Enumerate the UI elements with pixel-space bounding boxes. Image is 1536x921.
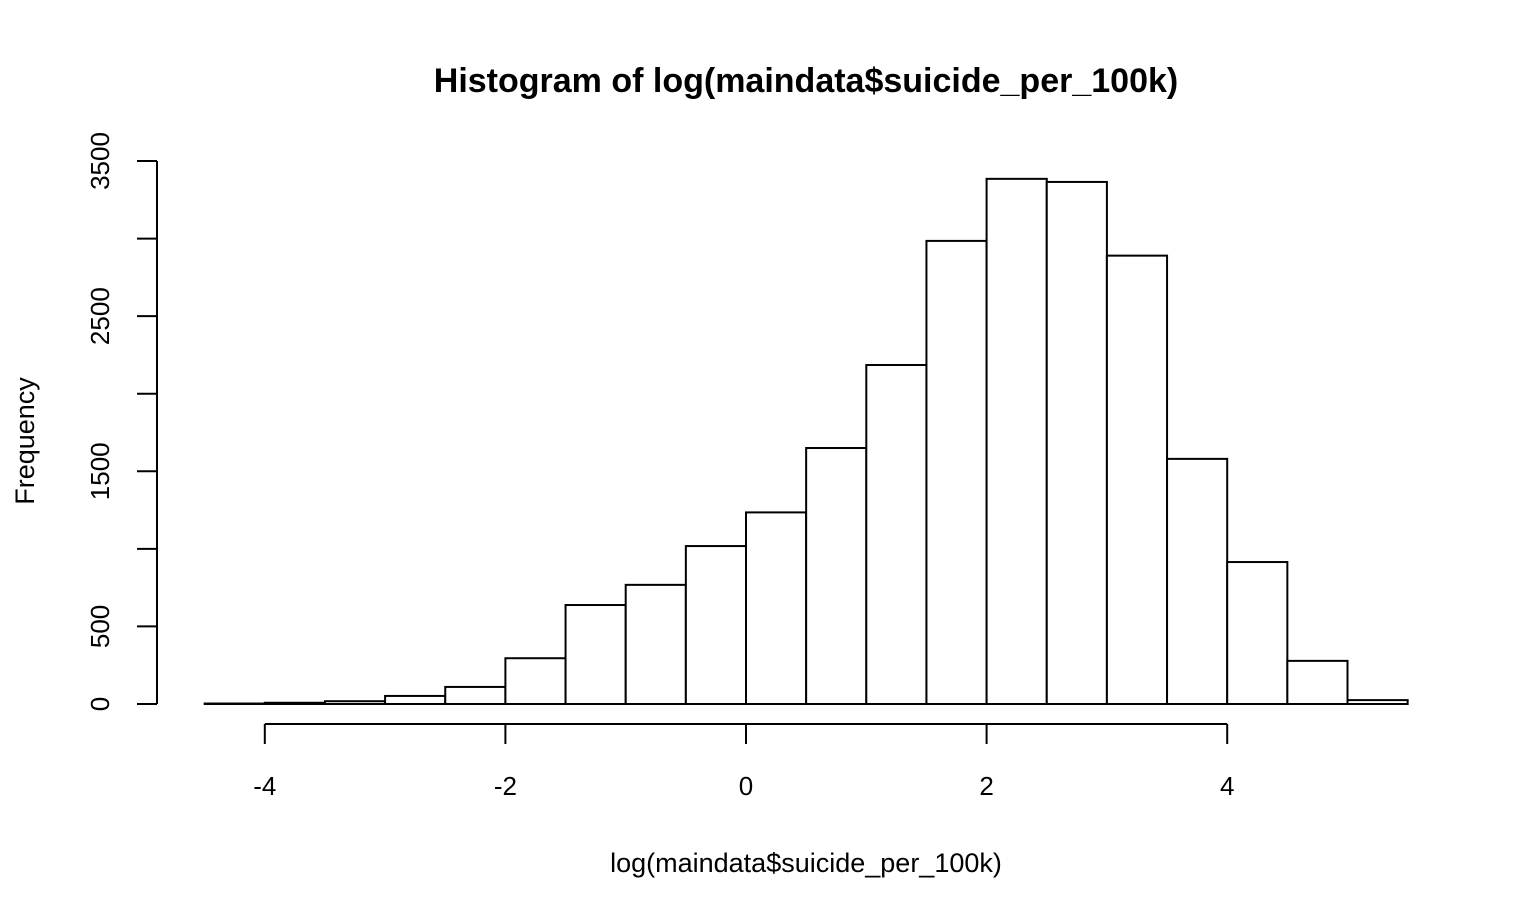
chart-title: Histogram of log(maindata$suicide_per_10… [434,62,1178,100]
histogram-bar [925,239,988,706]
histogram-bar [624,583,687,705]
histogram-bar [263,701,326,705]
y-tick-label: 2500 [85,287,115,345]
histogram-bar [1226,561,1289,706]
histogram-bar [684,545,747,705]
histogram-bar [745,511,808,705]
bars-group [203,177,1409,706]
histogram-bar [444,685,507,705]
x-tick-label: 0 [739,771,753,801]
histogram-bar [1346,699,1409,705]
histogram-bar [1045,180,1108,706]
histogram-bar [865,364,928,705]
histogram-bar [564,604,627,705]
histogram-bar [805,447,868,705]
x-tick-label: 2 [979,771,993,801]
y-tick-label: 1500 [85,442,115,500]
x-axis: -4 -2 0 2 4 [253,723,1234,801]
y-tick-label: 500 [85,605,115,648]
x-tick-label: -4 [253,771,276,801]
histogram-bar [1105,254,1169,705]
y-axis: 0 500 1500 2500 3500 [85,132,158,711]
x-tick-label: 4 [1220,771,1234,801]
y-tick-label: 3500 [85,132,115,190]
histogram-bar [504,657,567,705]
histogram-bar [1166,457,1229,706]
y-axis-label: Frequency [10,377,40,505]
histogram-bar [323,700,387,706]
histogram-bar [384,694,447,705]
y-tick-label: 0 [85,697,115,711]
histogram-bar [985,177,1048,705]
histogram-bar [1286,659,1349,706]
x-tick-label: -2 [494,771,517,801]
x-axis-label: log(maindata$suicide_per_100k) [610,848,1002,878]
